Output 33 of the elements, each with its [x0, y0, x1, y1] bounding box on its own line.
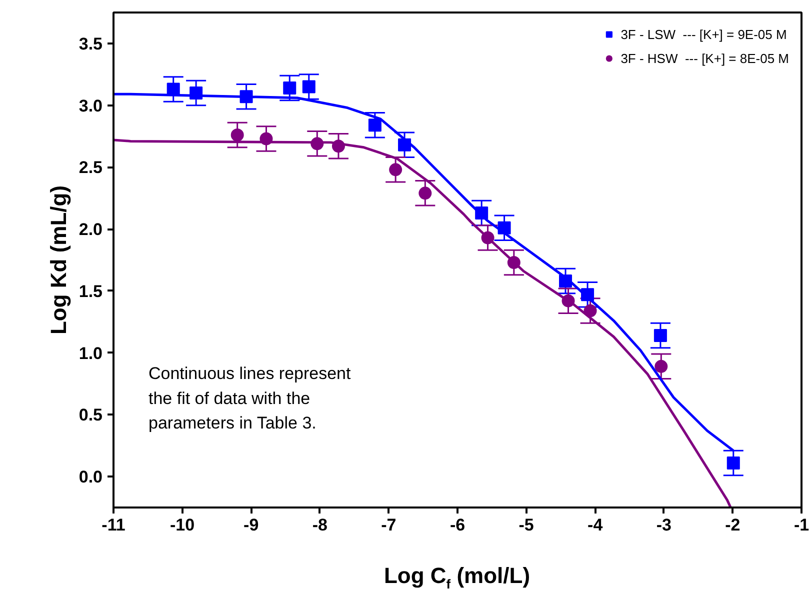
x-tick-label: -8: [312, 516, 328, 534]
x-tick-label: -3: [656, 516, 672, 534]
y-tick-label: 1.5: [78, 282, 103, 301]
point: [368, 118, 382, 132]
x-tick-label: -2: [725, 516, 740, 534]
point: [283, 81, 296, 94]
point: [726, 456, 740, 470]
x-axis-title: Log C$_{f}$ (mol/L): [382, 562, 532, 594]
point: [389, 163, 402, 176]
x-tick-label: -11: [102, 516, 126, 534]
x-tick-label: -5: [518, 516, 534, 534]
legend-label: 3F - HSW --- [K+] = 8E-05 M: [620, 50, 789, 66]
y-tick-label: 3.0: [78, 96, 103, 116]
y-tick-label: 2.5: [78, 158, 103, 178]
point: [230, 128, 244, 142]
point: [302, 80, 316, 94]
y-axis-title: Log Kd (mL/g): [46, 185, 71, 335]
annotation: Continuous lines represent the fit of data with the parameters in Table 3.: [148, 364, 352, 432]
x-tick-label: -6: [450, 516, 466, 534]
y-tick-label: 0.0: [78, 468, 103, 487]
y-tick-label: 3.5: [78, 34, 103, 54]
x-tick-label: -4: [588, 516, 604, 534]
point: [418, 186, 432, 200]
x-tick-label: -7: [381, 516, 396, 534]
point: [654, 328, 667, 342]
legend-label: 3F - LSW --- [K+] = 9E-05 M: [620, 26, 787, 42]
y-tick-label: 0.5: [78, 406, 103, 425]
x-tick-label: -1: [794, 516, 810, 534]
y-tick-label: 1.0: [78, 344, 103, 363]
x-tick-label: -9: [244, 516, 259, 534]
point: [654, 360, 668, 373]
x-tick-label: -10: [170, 516, 195, 534]
y-tick-label: 2.0: [78, 220, 103, 240]
